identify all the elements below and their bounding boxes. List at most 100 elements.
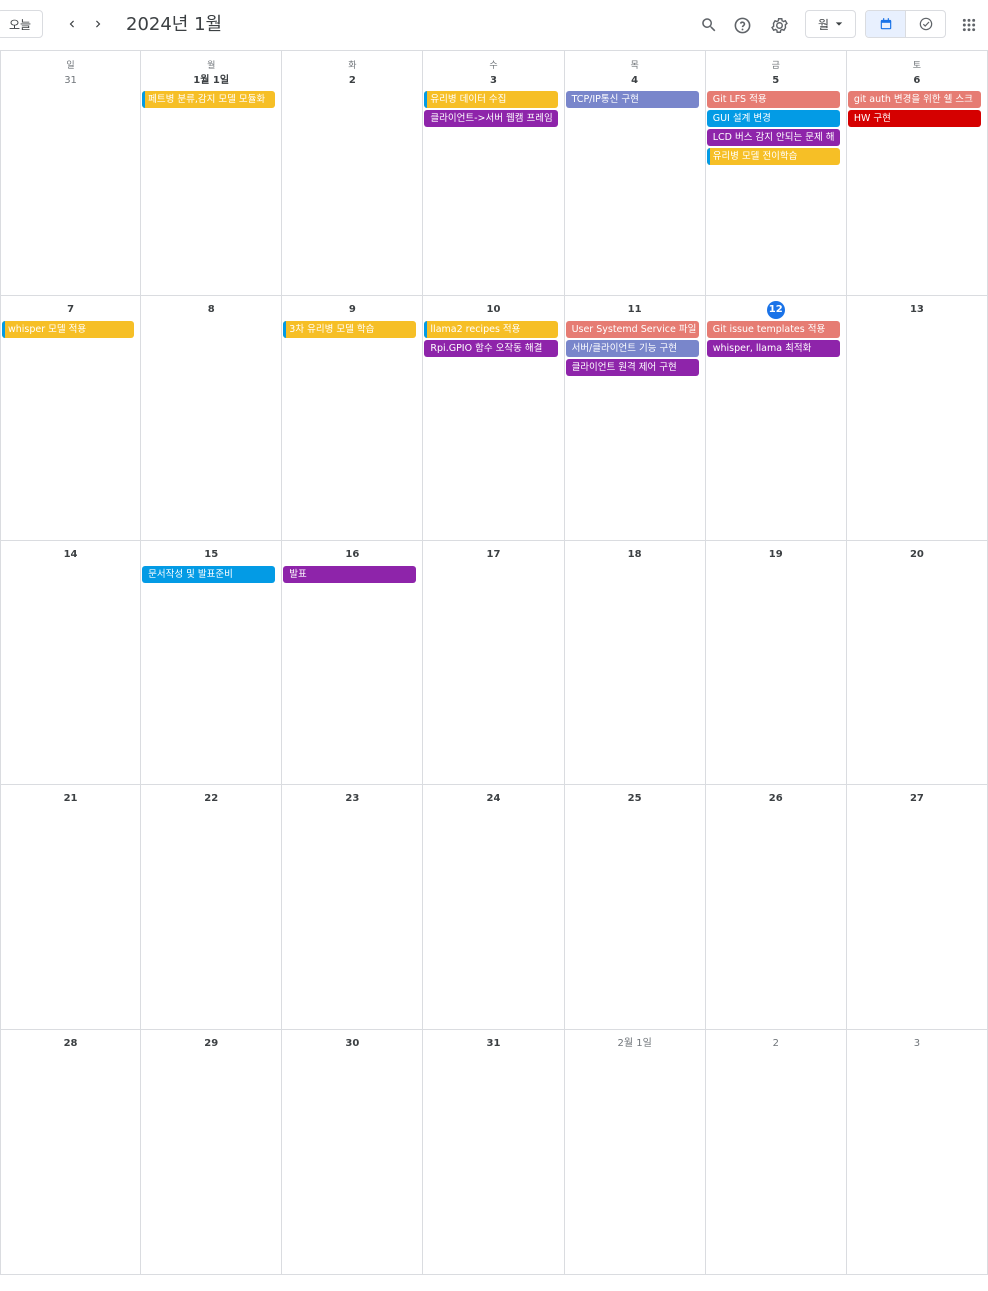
event-chip[interactable]: HW 구현 (847, 110, 981, 127)
event-chip[interactable]: 서버/클라이언트 기능 구현 (565, 340, 699, 357)
date-number[interactable]: 6 (847, 72, 987, 90)
event-chip[interactable]: 발표 (283, 566, 417, 583)
date-number[interactable]: 2 (706, 1035, 846, 1053)
previous-month-button[interactable] (60, 12, 84, 36)
event-chip[interactable]: Git LFS 적용 (706, 91, 840, 108)
date-number[interactable]: 25 (565, 790, 705, 808)
date-number[interactable]: 3 (423, 72, 563, 90)
day-cell[interactable]: 23 (282, 785, 424, 1029)
next-month-button[interactable] (86, 12, 110, 36)
day-cell[interactable]: 10 llama2 recipes 적용 Rpi.GPIO 함수 오작동 해결 (423, 296, 565, 540)
today-button[interactable]: 오늘 (0, 10, 43, 38)
event-chip[interactable]: whisper 모델 적용 (2, 321, 135, 338)
date-number[interactable]: 2월 1일 (565, 1035, 705, 1053)
day-cell[interactable]: 26 (706, 785, 847, 1029)
date-number[interactable]: 27 (847, 790, 987, 808)
date-number[interactable]: 10 (423, 301, 563, 319)
date-number[interactable]: 19 (706, 546, 846, 564)
day-cell[interactable]: 토 6 git auth 변경을 위한 쉘 스크 HW 구현 (847, 51, 988, 295)
day-cell[interactable]: 9 3차 유리병 모델 학습 (282, 296, 424, 540)
date-number[interactable]: 14 (1, 546, 140, 564)
date-number[interactable]: 5 (706, 72, 846, 90)
day-cell[interactable]: 28 (0, 1030, 142, 1274)
event-chip[interactable]: 클라이언트->서버 웹캠 프레임 (424, 110, 558, 127)
today-date-number[interactable]: 12 (706, 301, 846, 319)
day-cell[interactable]: 8 (141, 296, 283, 540)
day-cell[interactable]: 목 4 TCP/IP통신 구현 (565, 51, 706, 295)
day-cell[interactable]: 25 (565, 785, 706, 1029)
date-number[interactable]: 15 (141, 546, 281, 564)
day-cell[interactable]: 7 whisper 모델 적용 (0, 296, 142, 540)
day-cell[interactable]: 17 (423, 541, 565, 784)
event-chip[interactable]: TCP/IP통신 구현 (565, 91, 699, 108)
day-cell[interactable]: 19 (706, 541, 847, 784)
date-number[interactable]: 23 (282, 790, 422, 808)
event-chip[interactable]: User Systemd Service 파일 (565, 321, 699, 338)
search-button[interactable] (696, 12, 722, 38)
date-number[interactable]: 20 (847, 546, 987, 564)
date-number[interactable]: 31 (1, 72, 140, 90)
date-number[interactable]: 7 (1, 301, 140, 319)
apps-button[interactable] (956, 12, 982, 38)
date-number[interactable]: 9 (282, 301, 422, 319)
event-chip[interactable]: LCD 버스 감지 안되는 문제 해 (706, 129, 840, 146)
event-chip[interactable]: llama2 recipes 적용 (424, 321, 558, 338)
event-chip[interactable]: 클라이언트 원격 제어 구현 (565, 359, 699, 376)
day-cell[interactable]: 21 (0, 785, 142, 1029)
day-cell[interactable]: 30 (282, 1030, 424, 1274)
date-number[interactable]: 24 (423, 790, 563, 808)
day-cell[interactable]: 15 문서작성 및 발표준비 (141, 541, 283, 784)
day-cell[interactable]: 20 (847, 541, 988, 784)
event-chip[interactable]: 유리병 모델 전이학습 (706, 148, 840, 165)
day-cell[interactable]: 2월 1일 (565, 1030, 706, 1274)
date-number[interactable]: 22 (141, 790, 281, 808)
event-chip[interactable]: Rpi.GPIO 함수 오작동 해결 (424, 340, 558, 357)
event-chip[interactable]: 유리병 데이터 수집 (424, 91, 558, 108)
day-cell[interactable]: 12 Git issue templates 적용 whisper, llama 최… (706, 296, 847, 540)
date-number[interactable]: 8 (141, 301, 281, 319)
date-number[interactable]: 26 (706, 790, 846, 808)
date-number[interactable]: 31 (423, 1035, 563, 1053)
day-cell[interactable]: 월 1월 1일 페트병 분류,감지 모델 모듈화 (141, 51, 283, 295)
date-number[interactable]: 11 (565, 301, 705, 319)
date-number[interactable]: 29 (141, 1035, 281, 1053)
event-chip[interactable]: 페트병 분류,감지 모델 모듈화 (142, 91, 276, 108)
date-number[interactable]: 18 (565, 546, 705, 564)
event-chip[interactable]: Git issue templates 적용 (706, 321, 840, 338)
day-cell[interactable]: 3 (847, 1030, 988, 1274)
tasks-view-button[interactable] (906, 11, 945, 37)
day-cell[interactable]: 29 (141, 1030, 283, 1274)
calendar-view-button[interactable] (866, 11, 906, 37)
date-number[interactable]: 4 (565, 72, 705, 90)
date-number[interactable]: 30 (282, 1035, 422, 1053)
date-number[interactable]: 21 (1, 790, 140, 808)
date-number[interactable]: 1월 1일 (141, 72, 281, 90)
day-cell[interactable]: 2 (706, 1030, 847, 1274)
date-number[interactable]: 16 (282, 546, 422, 564)
day-cell[interactable]: 22 (141, 785, 283, 1029)
day-cell[interactable]: 27 (847, 785, 988, 1029)
date-number[interactable]: 2 (282, 72, 422, 90)
day-cell[interactable]: 일 31 (0, 51, 142, 295)
day-cell[interactable]: 13 (847, 296, 988, 540)
date-number[interactable]: 13 (847, 301, 987, 319)
date-number[interactable]: 28 (1, 1035, 140, 1053)
day-cell[interactable]: 18 (565, 541, 706, 784)
day-cell[interactable]: 31 (423, 1030, 565, 1274)
event-chip[interactable]: git auth 변경을 위한 쉘 스크 (847, 91, 981, 108)
date-number[interactable]: 17 (423, 546, 563, 564)
day-cell[interactable]: 14 (0, 541, 142, 784)
day-cell[interactable]: 24 (423, 785, 565, 1029)
help-button[interactable] (729, 12, 755, 38)
event-chip[interactable]: 문서작성 및 발표준비 (142, 566, 276, 583)
view-select[interactable]: 월 (805, 10, 856, 38)
event-chip[interactable]: whisper, llama 최적화 (706, 340, 840, 357)
day-cell[interactable]: 16 발표 (282, 541, 424, 784)
date-number[interactable]: 3 (847, 1035, 987, 1053)
event-chip[interactable]: GUI 설계 변경 (706, 110, 840, 127)
settings-button[interactable] (766, 12, 792, 38)
event-chip[interactable]: 3차 유리병 모델 학습 (283, 321, 417, 338)
